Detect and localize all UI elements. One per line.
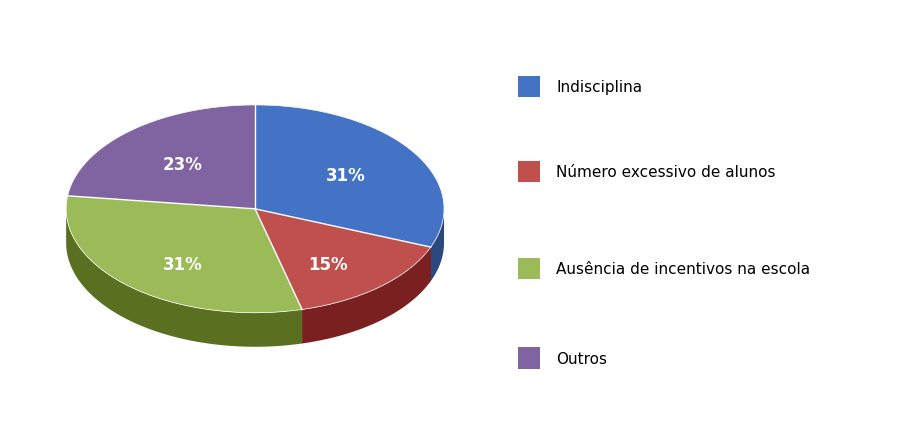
Text: Número excessivo de alunos: Número excessivo de alunos [557, 165, 776, 180]
FancyBboxPatch shape [518, 347, 540, 369]
Polygon shape [302, 248, 431, 344]
Polygon shape [255, 106, 444, 248]
Text: Ausência de incentivos na escola: Ausência de incentivos na escola [557, 262, 811, 276]
Polygon shape [255, 209, 431, 282]
Polygon shape [67, 210, 302, 347]
Polygon shape [255, 209, 302, 344]
Text: Outros: Outros [557, 351, 608, 366]
Text: 31%: 31% [163, 256, 202, 273]
FancyBboxPatch shape [518, 258, 540, 280]
Polygon shape [255, 209, 431, 282]
Text: 15%: 15% [308, 256, 347, 273]
Text: Indisciplina: Indisciplina [557, 80, 642, 95]
FancyBboxPatch shape [518, 162, 540, 183]
Polygon shape [255, 209, 302, 344]
Polygon shape [67, 106, 255, 209]
Text: 31%: 31% [326, 166, 365, 184]
Text: 23%: 23% [163, 155, 202, 173]
Polygon shape [67, 197, 302, 313]
Polygon shape [431, 209, 444, 282]
Polygon shape [255, 209, 431, 310]
FancyBboxPatch shape [518, 77, 540, 98]
